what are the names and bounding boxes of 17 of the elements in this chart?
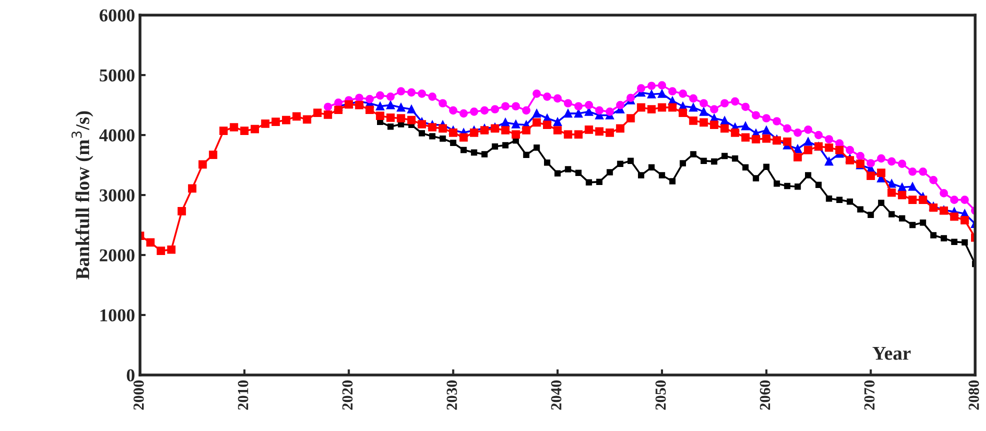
x-tick-label: 2010 [238,380,248,410]
y-tick-label: 2000 [100,249,134,262]
y-tick-label: 4000 [99,129,134,142]
y-axis-title: Bankfull flow (m$^{3}$/s) [72,111,94,280]
x-tick-label: 2080 [968,380,979,410]
y-tick-label: 5000 [100,69,134,82]
y-tick-label: 0 [126,369,134,382]
y-tick-label: 1000 [100,309,134,322]
y-tick-label: 6000 [100,9,134,22]
x-tick-label: 2020 [342,380,353,410]
x-tick-label: 2030 [446,380,458,410]
x-axis-title: Year [872,346,911,360]
y-tick-label: 3000 [100,189,134,202]
x-tick-label: 2060 [760,380,770,410]
x-tick-label: 2050 [655,380,666,410]
x-tick-label: 2070 [864,380,875,410]
x-tick-label: 2040 [551,380,562,410]
